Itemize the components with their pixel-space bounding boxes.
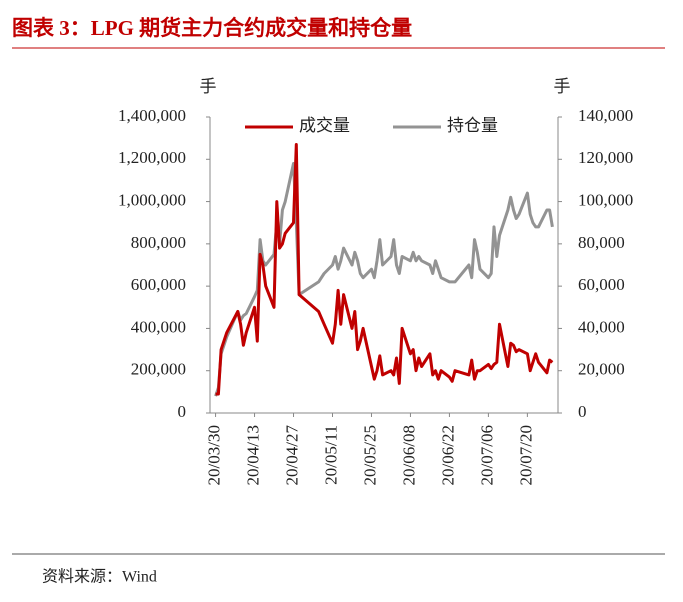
source: 资料来源：Wind [42,568,157,586]
y-tick-label: 0 [178,402,187,421]
y-tick-label: 1,400,000 [118,106,186,125]
y2-tick-label: 80,000 [578,233,625,252]
series-line [215,143,554,396]
legend-label: 成交量 [299,116,350,135]
y-tick-label: 800,000 [131,233,186,252]
x-tick-label: 20/06/08 [399,425,418,485]
x-tick-label: 20/07/06 [477,425,496,485]
x-tick-label: 20/03/30 [204,425,223,485]
y2-tick-label: 20,000 [578,360,625,379]
y2-tick-label: 140,000 [578,106,633,125]
x-tick-label: 20/05/11 [321,425,340,485]
y-tick-label: 1,200,000 [118,148,186,167]
y2-unit: 手 [554,77,571,96]
y-unit: 手 [200,77,217,96]
y2-tick-label: 120,000 [578,148,633,167]
y-tick-label: 200,000 [131,360,186,379]
chart-title: 图表 3：LPG 期货主力合约成交量和持仓量 [12,16,412,40]
y2-tick-label: 0 [578,402,587,421]
y2-tick-label: 60,000 [578,275,625,294]
y-tick-label: 1,000,000 [118,190,186,209]
y2-tick-label: 100,000 [578,190,633,209]
x-tick-label: 20/04/27 [282,425,301,486]
x-tick-label: 20/04/13 [243,425,262,485]
x-tick-label: 20/07/20 [516,425,535,485]
x-tick-label: 20/06/22 [438,425,457,485]
y-tick-label: 600,000 [131,275,186,294]
y-tick-label: 400,000 [131,317,186,336]
legend-label: 持仓量 [447,116,498,135]
y2-tick-label: 40,000 [578,317,625,336]
x-tick-label: 20/05/25 [360,425,379,485]
